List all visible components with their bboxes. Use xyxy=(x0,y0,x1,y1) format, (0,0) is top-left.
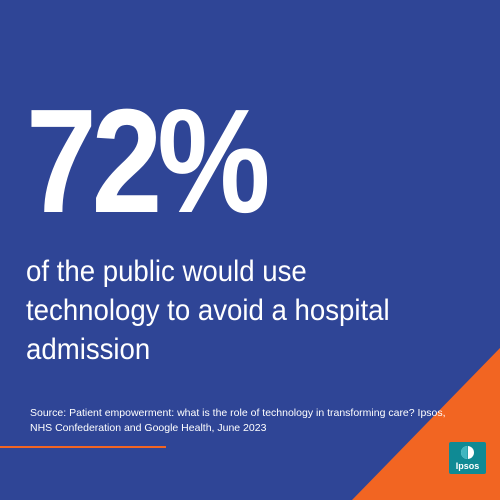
ipsos-logo-text: Ipsos xyxy=(455,461,480,471)
ipsos-logo: Ipsos xyxy=(449,442,486,474)
statistic-description: of the public would use technology to av… xyxy=(26,255,390,366)
source-citation: Source: Patient empowerment: what is the… xyxy=(30,407,446,434)
orange-divider-line xyxy=(0,446,166,448)
ipsos-logo-icon xyxy=(461,445,474,460)
headline-statistic: 72% xyxy=(26,79,270,244)
